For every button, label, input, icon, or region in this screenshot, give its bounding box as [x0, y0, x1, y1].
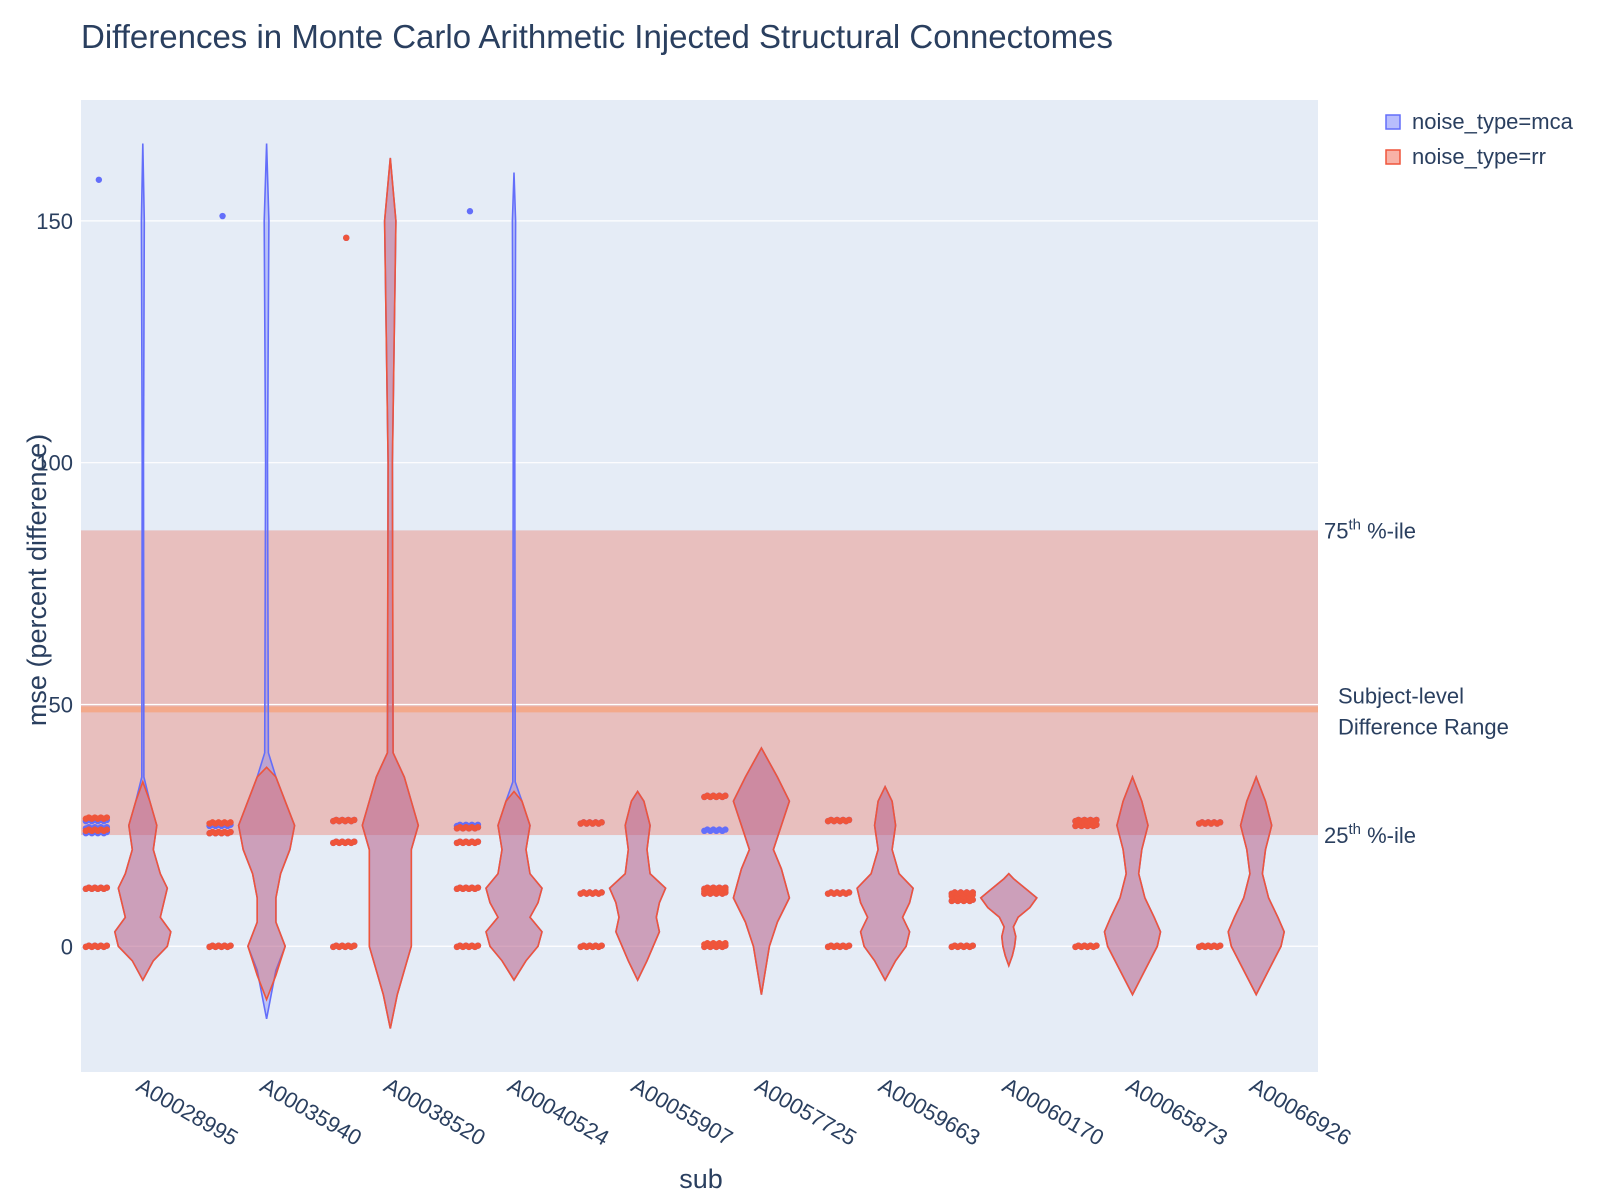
- violin-noise-type-rr-A00060170: [979, 872, 1038, 968]
- x-axis-title: sub: [679, 1164, 723, 1194]
- percentile-band: [81, 530, 1318, 836]
- data-point: [845, 942, 853, 949]
- data-point: [722, 826, 729, 833]
- x-tick-label: A00038520: [380, 1073, 490, 1151]
- data-point: [351, 942, 358, 949]
- violin-noise-type-rr-A00057725: [732, 746, 791, 995]
- x-tick-label: A00060170: [998, 1073, 1108, 1151]
- data-point: [474, 823, 482, 831]
- x-axis-ticks: A00028995 A00035940 A00038520 A00040524 A000…: [132, 1073, 1355, 1151]
- data-point: [227, 942, 234, 949]
- data-point: [1093, 942, 1100, 949]
- violin-noise-type-rr-A00035940: [237, 766, 296, 1002]
- data-point: [969, 889, 976, 896]
- legend-item[interactable]: noise_type=rr: [1412, 144, 1546, 169]
- data-point: [1216, 819, 1224, 826]
- data-point: [103, 942, 111, 949]
- violin-noise-type-rr-A00065873: [1103, 774, 1162, 997]
- violin-noise-type-rr-A00059663: [856, 784, 914, 982]
- data-point: [969, 942, 976, 949]
- x-tick-label: A00059663: [875, 1073, 985, 1151]
- annotation-layer: 75th %-ile 25th %-ile Subject-level Differe…: [1324, 516, 1509, 848]
- legend-swatch[interactable]: [1385, 149, 1401, 165]
- y-tick-label: 100: [36, 451, 73, 476]
- x-tick-label: A00066926: [1246, 1073, 1356, 1151]
- data-point: [227, 828, 234, 836]
- violin-noise-type-rr-A00038520: [361, 157, 420, 1029]
- data-point: [351, 816, 358, 824]
- data-point: [95, 176, 103, 183]
- annotation-range-line1: Subject-level: [1338, 683, 1464, 708]
- annotation-p75: 75th %-ile: [1324, 516, 1416, 543]
- violin-noise-type-rr-A00028995: [113, 779, 172, 982]
- data-point: [722, 792, 729, 799]
- x-tick-label: A00055907: [627, 1073, 737, 1151]
- y-axis-ticks: 0 50 100 150: [36, 209, 73, 959]
- data-point: [343, 234, 350, 242]
- annotation-range-line2: Difference Range: [1338, 714, 1509, 739]
- x-tick-label: A00028995: [132, 1073, 242, 1151]
- data-point: [103, 814, 111, 821]
- data-point: [219, 212, 226, 220]
- y-tick-label: 150: [36, 209, 73, 234]
- data-point: [227, 819, 234, 826]
- y-tick-label: 50: [49, 692, 73, 717]
- data-point: [845, 816, 853, 824]
- data-point: [598, 889, 605, 896]
- point-layer: [82, 176, 1224, 951]
- chart-title: Differences in Monte Carlo Arithmetic In…: [81, 18, 1113, 55]
- data-point: [474, 838, 482, 845]
- legend-swatch[interactable]: [1385, 114, 1401, 130]
- gridlines: [81, 220, 1318, 947]
- data-point: [722, 884, 729, 891]
- data-point: [598, 819, 605, 826]
- data-point: [1216, 942, 1224, 949]
- violin-layer: [113, 143, 1286, 1029]
- legend[interactable]: noise_type=mca noise_type=rr: [1385, 109, 1574, 169]
- data-point: [103, 826, 111, 833]
- percentile-band-layer: [81, 530, 1318, 836]
- data-point: [845, 889, 853, 896]
- data-point: [351, 838, 358, 845]
- y-axis-title: mse (percent difference): [22, 434, 52, 726]
- violin-noise-type-rr-A00066926: [1227, 774, 1286, 997]
- violin-noise-type-rr-A00040524: [485, 790, 543, 982]
- data-point: [466, 208, 474, 215]
- annotation-p25: 25th %-ile: [1324, 821, 1416, 848]
- y-tick-label: 0: [61, 934, 73, 959]
- x-tick-label: A00065873: [1122, 1073, 1232, 1151]
- data-point: [598, 942, 605, 949]
- legend-item[interactable]: noise_type=mca: [1412, 109, 1574, 134]
- data-point: [722, 940, 729, 947]
- violin-noise-type-rr-A00055907: [608, 790, 667, 982]
- data-point: [474, 942, 482, 949]
- data-point: [103, 884, 111, 891]
- data-point: [1093, 816, 1100, 824]
- x-tick-label: A00057725: [751, 1073, 861, 1151]
- data-point: [474, 884, 482, 891]
- x-tick-label: A00040524: [503, 1073, 613, 1151]
- x-tick-label: A00035940: [256, 1073, 366, 1151]
- plot-area: [81, 100, 1318, 1072]
